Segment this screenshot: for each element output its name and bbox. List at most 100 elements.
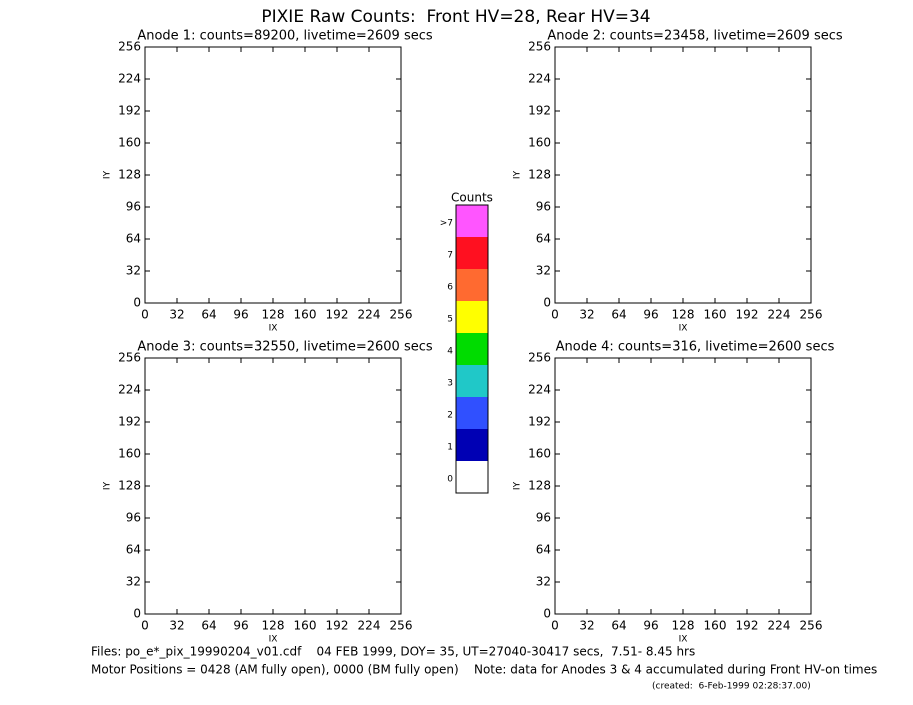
y-tick-label: 96: [536, 200, 551, 214]
footer-files: Files: po_e*_pix_19990204_v01.cdf 04 FEB…: [91, 645, 695, 659]
chart-title: PIXIE Raw Counts: Front HV=28, Rear HV=3…: [261, 7, 650, 27]
x-tick-label: 0: [551, 308, 559, 322]
colorbar-frame: [455, 204, 489, 494]
colorbar-cell: [456, 397, 488, 429]
y-tick-label: 160: [528, 136, 551, 150]
x-tick-label: 256: [800, 619, 823, 633]
y-tick-label: 192: [528, 415, 551, 429]
y-tick-label: 256: [118, 351, 141, 365]
x-tick-label: 64: [611, 308, 626, 322]
y-tick-label: 224: [118, 383, 141, 397]
y-tick-label: 256: [528, 351, 551, 365]
colorbar-cell: [456, 237, 488, 269]
x-tick-label: 160: [704, 308, 727, 322]
y-tick-label: 256: [118, 40, 141, 54]
panel-title: Anode 1: counts=89200, livetime=2609 sec…: [137, 29, 433, 44]
colorbar-label: 6: [447, 283, 453, 293]
x-axis-label: IX: [269, 635, 278, 645]
colorbar-cell: [456, 333, 488, 365]
colorbar-cell: [456, 365, 488, 397]
y-axis-label: IY: [103, 170, 113, 179]
colorbar-label: 2: [447, 411, 453, 421]
y-tick-label: 224: [528, 72, 551, 86]
x-axis-label: IX: [679, 324, 688, 334]
colorbar-cell: [456, 301, 488, 333]
colorbar-label: 0: [447, 475, 453, 485]
y-tick-label: 0: [543, 296, 551, 310]
x-tick-label: 128: [672, 308, 695, 322]
y-tick-label: 96: [536, 511, 551, 525]
footer-created: (created: 6-Feb-1999 02:28:37.00): [652, 682, 811, 692]
colorbar-label: 3: [447, 379, 453, 389]
x-tick-label: 128: [672, 619, 695, 633]
colorbar-cell: [456, 461, 488, 493]
colorbar-cell: [456, 269, 488, 301]
x-tick-label: 192: [326, 619, 349, 633]
x-tick-label: 128: [262, 619, 285, 633]
y-tick-label: 64: [126, 232, 141, 246]
x-tick-label: 32: [169, 308, 184, 322]
x-tick-label: 96: [643, 619, 658, 633]
x-tick-label: 192: [736, 308, 759, 322]
y-tick-label: 192: [118, 415, 141, 429]
colorbar-label: 5: [447, 315, 453, 325]
colorbar-label: >7: [440, 219, 453, 229]
x-axis-label: IX: [679, 635, 688, 645]
x-tick-label: 224: [358, 308, 381, 322]
y-axis-label: IY: [103, 481, 113, 490]
y-tick-label: 64: [536, 543, 551, 557]
x-tick-label: 96: [233, 308, 248, 322]
y-tick-label: 192: [528, 104, 551, 118]
x-tick-label: 64: [611, 619, 626, 633]
y-tick-label: 224: [528, 383, 551, 397]
x-tick-label: 64: [201, 308, 216, 322]
panel-title: Anode 4: counts=316, livetime=2600 secs: [556, 340, 835, 355]
y-tick-label: 96: [126, 200, 141, 214]
x-tick-label: 192: [736, 619, 759, 633]
x-tick-label: 224: [768, 619, 791, 633]
x-tick-label: 192: [326, 308, 349, 322]
x-tick-label: 256: [800, 308, 823, 322]
colorbar-title: Counts: [451, 191, 493, 205]
y-tick-label: 0: [133, 296, 141, 310]
y-tick-label: 160: [118, 447, 141, 461]
y-tick-label: 0: [133, 607, 141, 621]
x-tick-label: 32: [579, 619, 594, 633]
y-tick-label: 32: [126, 575, 141, 589]
y-tick-label: 192: [118, 104, 141, 118]
colorbar-cell: [456, 205, 488, 237]
y-tick-label: 64: [536, 232, 551, 246]
x-tick-label: 256: [390, 619, 413, 633]
x-tick-label: 160: [704, 619, 727, 633]
y-tick-label: 160: [118, 136, 141, 150]
colorbar-label: 4: [447, 347, 453, 357]
x-tick-label: 256: [390, 308, 413, 322]
x-tick-label: 0: [551, 619, 559, 633]
panel-title: Anode 2: counts=23458, livetime=2609 sec…: [547, 29, 843, 44]
y-tick-label: 256: [528, 40, 551, 54]
colorbar-label: 7: [447, 251, 453, 261]
x-tick-label: 160: [294, 308, 317, 322]
colorbar-label: 1: [447, 443, 453, 453]
x-tick-label: 224: [768, 308, 791, 322]
x-tick-label: 32: [579, 308, 594, 322]
y-tick-label: 32: [126, 264, 141, 278]
y-tick-label: 0: [543, 607, 551, 621]
panel-title: Anode 3: counts=32550, livetime=2600 sec…: [137, 340, 433, 355]
y-tick-label: 128: [528, 168, 551, 182]
x-tick-label: 96: [643, 308, 658, 322]
y-tick-label: 224: [118, 72, 141, 86]
footer-motor: Motor Positions = 0428 (AM fully open), …: [91, 663, 877, 677]
y-axis-label: IY: [513, 170, 523, 179]
x-tick-label: 32: [169, 619, 184, 633]
x-tick-label: 0: [141, 308, 149, 322]
x-tick-label: 0: [141, 619, 149, 633]
y-tick-label: 96: [126, 511, 141, 525]
x-tick-label: 128: [262, 308, 285, 322]
x-tick-label: 160: [294, 619, 317, 633]
y-axis-label: IY: [513, 481, 523, 490]
y-tick-label: 160: [528, 447, 551, 461]
y-tick-label: 32: [536, 575, 551, 589]
x-tick-label: 224: [358, 619, 381, 633]
